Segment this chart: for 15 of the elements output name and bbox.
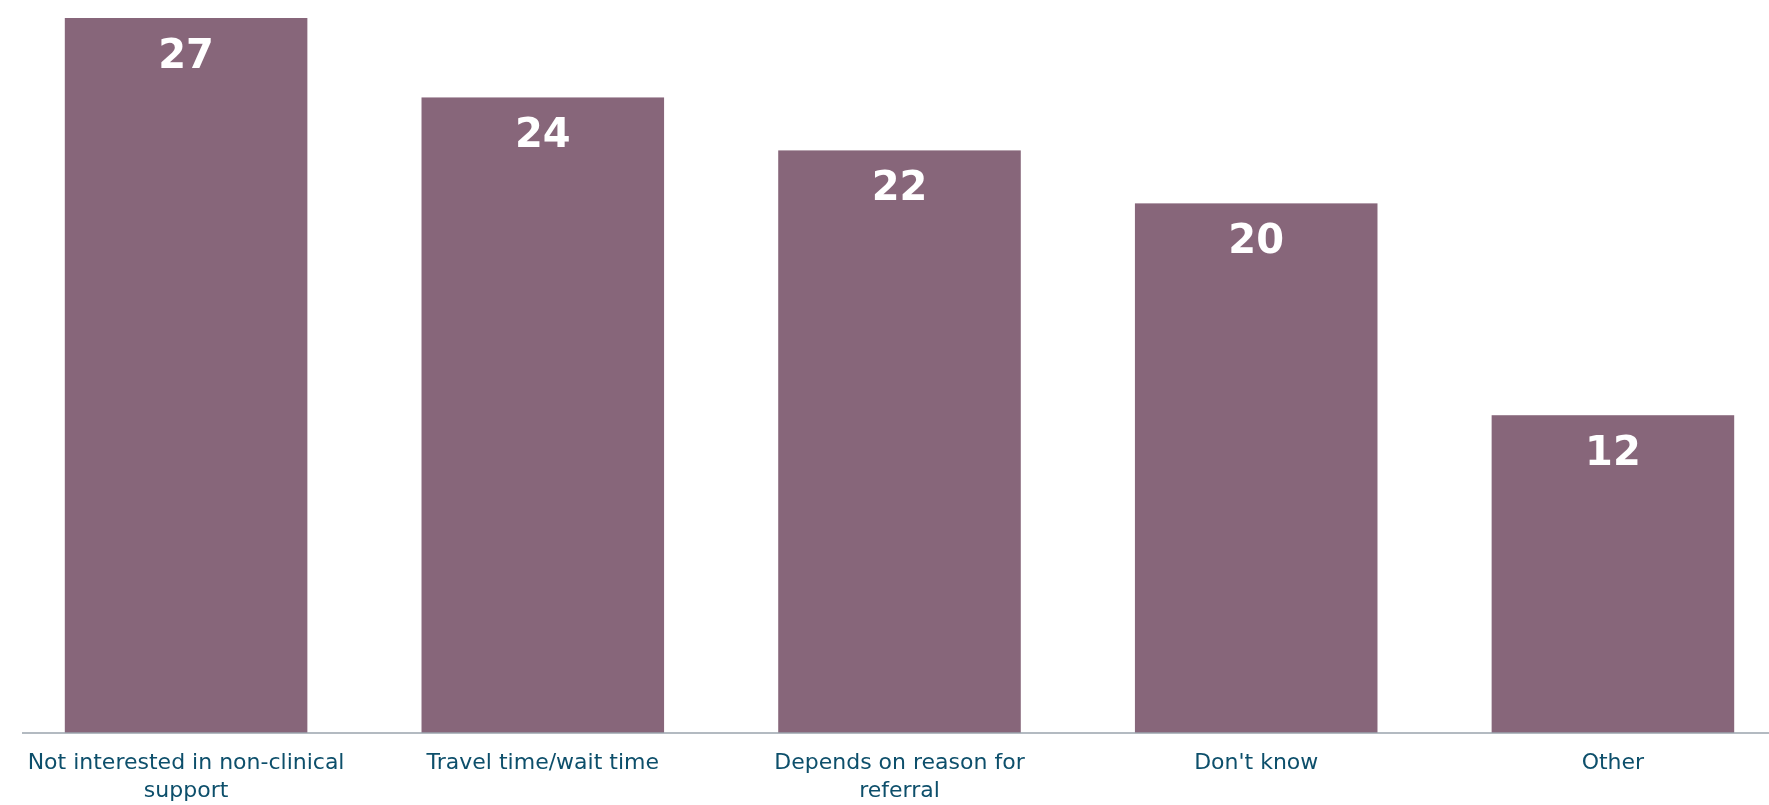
x-tick-label: Not interested in non-clinical support xyxy=(27,749,345,802)
data-label: 24 xyxy=(514,110,571,157)
x-tick-label: Other xyxy=(1581,749,1646,774)
bar xyxy=(1134,203,1378,733)
x-tick-label: Don't know xyxy=(1194,749,1319,774)
bar xyxy=(1491,415,1735,733)
x-tick-label: Depends on reason for referral xyxy=(774,749,1026,802)
bar xyxy=(421,97,665,733)
bar xyxy=(64,18,308,733)
data-label: 22 xyxy=(871,163,928,210)
data-label: 12 xyxy=(1585,428,1641,475)
x-tick-label: Travel time/wait time xyxy=(425,749,659,774)
data-label: 20 xyxy=(1228,216,1285,263)
bar xyxy=(778,150,1021,733)
data-label: 27 xyxy=(158,31,214,77)
